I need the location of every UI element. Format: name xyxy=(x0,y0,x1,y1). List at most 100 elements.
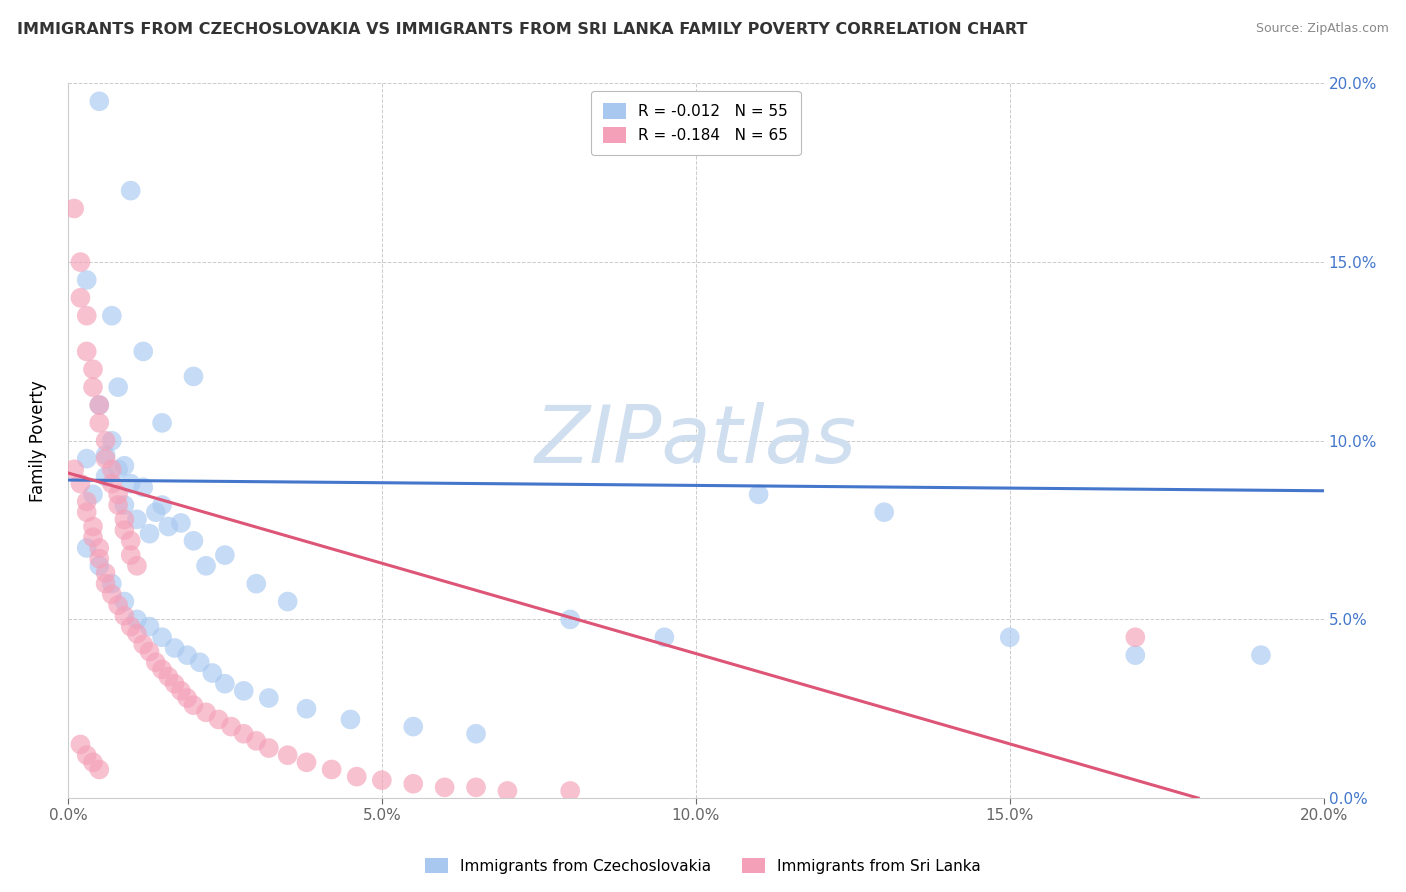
Text: IMMIGRANTS FROM CZECHOSLOVAKIA VS IMMIGRANTS FROM SRI LANKA FAMILY POVERTY CORRE: IMMIGRANTS FROM CZECHOSLOVAKIA VS IMMIGR… xyxy=(17,22,1028,37)
Point xyxy=(112,594,135,608)
Point xyxy=(195,706,218,720)
Point xyxy=(245,576,267,591)
Point xyxy=(63,462,86,476)
Point xyxy=(125,612,148,626)
Point xyxy=(176,691,198,706)
Point xyxy=(120,619,142,633)
Point xyxy=(277,594,299,608)
Point xyxy=(89,95,111,109)
Point xyxy=(219,720,242,734)
Point xyxy=(107,598,129,612)
Point xyxy=(433,780,456,795)
Point xyxy=(157,669,180,683)
Point xyxy=(150,630,173,644)
Point xyxy=(195,558,218,573)
Point xyxy=(107,487,129,501)
Point xyxy=(101,309,124,323)
Legend: Immigrants from Czechoslovakia, Immigrants from Sri Lanka: Immigrants from Czechoslovakia, Immigran… xyxy=(419,852,987,880)
Point xyxy=(94,451,117,466)
Point xyxy=(112,498,135,512)
Point xyxy=(402,777,425,791)
Point xyxy=(82,530,104,544)
Point xyxy=(132,637,155,651)
Point xyxy=(138,644,160,658)
Point xyxy=(257,741,280,756)
Point xyxy=(82,380,104,394)
Point xyxy=(69,738,91,752)
Point xyxy=(69,291,91,305)
Point xyxy=(76,494,98,508)
Point xyxy=(214,677,236,691)
Point xyxy=(1250,648,1272,662)
Point xyxy=(107,380,129,394)
Point xyxy=(125,512,148,526)
Point xyxy=(560,612,582,626)
Point xyxy=(76,505,98,519)
Point xyxy=(69,255,91,269)
Point xyxy=(654,630,676,644)
Point xyxy=(120,476,142,491)
Point xyxy=(76,309,98,323)
Point xyxy=(89,398,111,412)
Point xyxy=(112,512,135,526)
Point xyxy=(257,691,280,706)
Point xyxy=(89,558,111,573)
Point xyxy=(112,608,135,623)
Point xyxy=(339,713,361,727)
Y-axis label: Family Poverty: Family Poverty xyxy=(30,380,46,501)
Point xyxy=(89,398,111,412)
Point xyxy=(82,362,104,376)
Point xyxy=(170,516,193,530)
Point xyxy=(183,533,205,548)
Point xyxy=(183,369,205,384)
Point xyxy=(145,505,167,519)
Point xyxy=(101,576,124,591)
Point xyxy=(138,619,160,633)
Point xyxy=(94,576,117,591)
Point xyxy=(465,727,488,741)
Point xyxy=(873,505,896,519)
Point xyxy=(101,462,124,476)
Point xyxy=(101,587,124,601)
Point xyxy=(101,434,124,448)
Point xyxy=(201,665,224,680)
Point xyxy=(465,780,488,795)
Point xyxy=(76,273,98,287)
Point xyxy=(207,713,229,727)
Point xyxy=(496,784,519,798)
Text: Source: ZipAtlas.com: Source: ZipAtlas.com xyxy=(1256,22,1389,36)
Point xyxy=(163,640,186,655)
Text: ZIPatlas: ZIPatlas xyxy=(534,401,856,480)
Point xyxy=(157,519,180,533)
Point xyxy=(69,476,91,491)
Legend: R = -0.012   N = 55, R = -0.184   N = 65: R = -0.012 N = 55, R = -0.184 N = 65 xyxy=(591,91,800,155)
Point xyxy=(183,698,205,713)
Point xyxy=(76,451,98,466)
Point xyxy=(560,784,582,798)
Point xyxy=(82,756,104,770)
Point xyxy=(321,763,343,777)
Point xyxy=(76,748,98,763)
Point xyxy=(232,684,254,698)
Point xyxy=(94,448,117,462)
Point xyxy=(76,541,98,555)
Point xyxy=(346,770,368,784)
Point xyxy=(132,480,155,494)
Point xyxy=(82,519,104,533)
Point xyxy=(188,655,211,669)
Point xyxy=(232,727,254,741)
Point xyxy=(145,655,167,669)
Point xyxy=(120,548,142,562)
Point xyxy=(170,684,193,698)
Point xyxy=(371,773,394,788)
Point xyxy=(94,469,117,483)
Point xyxy=(295,702,318,716)
Point xyxy=(150,416,173,430)
Point xyxy=(112,458,135,473)
Point xyxy=(277,748,299,763)
Point xyxy=(1123,648,1146,662)
Point xyxy=(76,344,98,359)
Point xyxy=(112,523,135,537)
Point xyxy=(748,487,770,501)
Point xyxy=(120,533,142,548)
